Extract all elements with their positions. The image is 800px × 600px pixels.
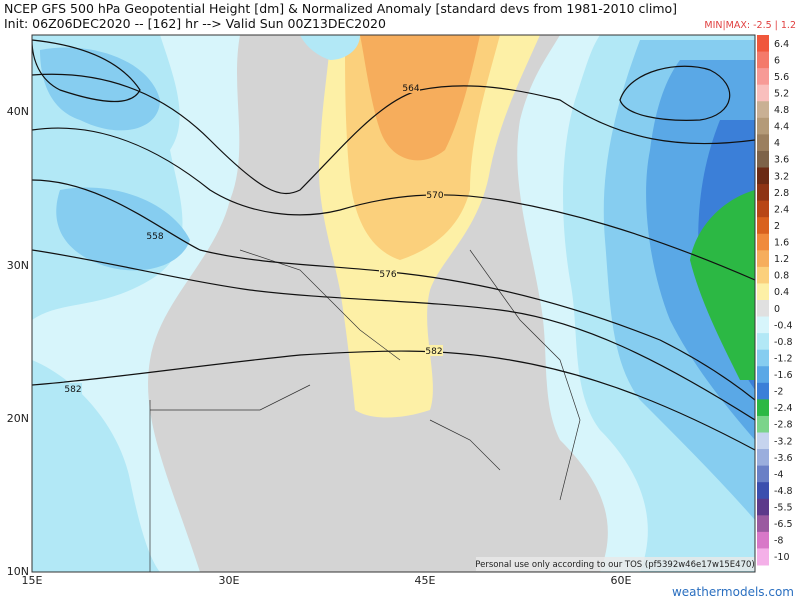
colorbar-swatch	[757, 68, 769, 86]
colorbar-label: 5.6	[774, 72, 789, 83]
colorbar-label: 3.6	[774, 155, 789, 166]
colorbar-label: -1.6	[774, 370, 793, 381]
colorbar-swatch	[757, 117, 769, 135]
lat-label: 40N	[7, 105, 29, 118]
anomaly-area	[300, 35, 360, 60]
lon-label: 30E	[219, 574, 240, 587]
colorbar-swatch	[757, 217, 769, 235]
colorbar-swatch	[757, 200, 769, 218]
subtitle: Init: 06Z06DEC2020 -- [162] hr --> Valid…	[4, 16, 386, 31]
colorbar-swatch	[757, 250, 769, 268]
lat-label: 10N	[7, 565, 29, 578]
colorbar-label: 6	[774, 55, 780, 66]
colorbar-swatch	[757, 266, 769, 284]
colorbar-swatch	[757, 283, 769, 301]
contours	[32, 39, 755, 451]
colorbar-swatch	[757, 349, 769, 367]
colorbar-swatch	[757, 415, 769, 433]
colorbar-label: -4.8	[774, 486, 793, 497]
footer-box	[476, 557, 755, 571]
contour-label: 570	[426, 191, 443, 201]
colorbar-swatch	[757, 482, 769, 500]
colorbar-label: 1.2	[774, 254, 789, 265]
footer-note: Personal use only according to our TOS (…	[475, 560, 754, 570]
anomaly-area	[56, 187, 190, 271]
lon-label: 45E	[415, 574, 436, 587]
colorbar-swatch	[757, 150, 769, 168]
title: NCEP GFS 500 hPa Geopotential Height [dm…	[4, 1, 677, 16]
colorbar-swatch	[757, 300, 769, 318]
colorbar-label: -2.8	[774, 420, 793, 431]
colorbar-swatch	[757, 382, 769, 400]
contour-labels	[64, 82, 444, 394]
colorbar-swatch	[757, 366, 769, 384]
colorbar-swatch	[757, 51, 769, 69]
colorbar-swatch	[757, 167, 769, 185]
colorbar-label: -0.8	[774, 337, 793, 348]
anomaly-area	[690, 190, 755, 380]
lon-label: 60E	[611, 574, 632, 587]
contour-label: 576	[379, 270, 396, 280]
colorbar-label: -0.4	[774, 320, 793, 331]
contour-label: 582	[64, 385, 81, 395]
colorbar-label: 2	[774, 221, 780, 232]
colorbar-swatch	[757, 515, 769, 533]
colorbar-label: 2.4	[774, 204, 789, 215]
min-max: MIN|MAX: -2.5 | 1.2	[704, 20, 796, 31]
colorbar-swatch	[757, 498, 769, 516]
colorbar-label: 2.8	[774, 188, 789, 199]
colorbar: 6.4 6 5.6 5.2 4.8 4.4 4 3.6 3.2 2.8 2.4 2 1.6 1.2 0.8 0…	[757, 35, 793, 566]
colorbar-swatch	[757, 84, 769, 102]
map-area: 564 570 576 582 558 582 Personal use onl…	[32, 35, 755, 572]
colorbar-label: -4	[774, 469, 783, 480]
colorbar-swatch	[757, 184, 769, 202]
colorbar-label: -5.5	[774, 503, 793, 514]
colorbar-label: -1.2	[774, 353, 793, 364]
colorbar-label: -3.2	[774, 436, 793, 447]
colorbar-label: 0	[774, 304, 780, 315]
colorbar-label: -8	[774, 536, 783, 547]
colorbar-swatch	[757, 399, 769, 417]
colorbar-swatch	[757, 449, 769, 467]
colorbar-label: 4.8	[774, 105, 789, 116]
colorbar-label: -10	[774, 552, 790, 563]
colorbar-label: -2.4	[774, 403, 793, 414]
lat-label: 20N	[7, 412, 29, 425]
map-frame	[31, 34, 756, 573]
lon-label: 15E	[22, 574, 43, 587]
contour-label: 558	[146, 232, 163, 242]
contour-label: 582	[425, 347, 442, 357]
colorbar-label: 1.6	[774, 238, 789, 249]
anomaly-area	[360, 35, 480, 161]
colorbar-swatch	[757, 432, 769, 450]
colorbar-label: -2	[774, 387, 783, 398]
colorbar-swatch	[757, 101, 769, 119]
colorbar-label: 0.8	[774, 271, 789, 282]
colorbar-swatch	[757, 333, 769, 351]
colorbar-swatch	[757, 531, 769, 549]
colorbar-label: 0.4	[774, 287, 789, 298]
colorbar-swatch	[757, 233, 769, 251]
colorbar-swatch	[757, 35, 769, 53]
colorbar-swatch	[757, 134, 769, 152]
contour-label: 564	[402, 84, 419, 94]
site-credit: weathermodels.com	[672, 585, 794, 599]
anomaly-area	[40, 47, 160, 131]
colorbar-label: -6.5	[774, 519, 793, 530]
colorbar-swatch	[757, 465, 769, 483]
coastline	[149, 249, 581, 572]
colorbar-label: 4.4	[774, 122, 789, 133]
lat-label: 30N	[7, 259, 29, 272]
colorbar-swatch	[757, 316, 769, 334]
colorbar-swatch	[757, 548, 769, 566]
colorbar-label: 6.4	[774, 39, 789, 50]
colorbar-label: 3.2	[774, 171, 789, 182]
colorbar-label: -3.6	[774, 453, 793, 464]
anomaly-area	[32, 360, 160, 572]
colorbar-label: 4	[774, 138, 780, 149]
colorbar-label: 5.2	[774, 88, 789, 99]
